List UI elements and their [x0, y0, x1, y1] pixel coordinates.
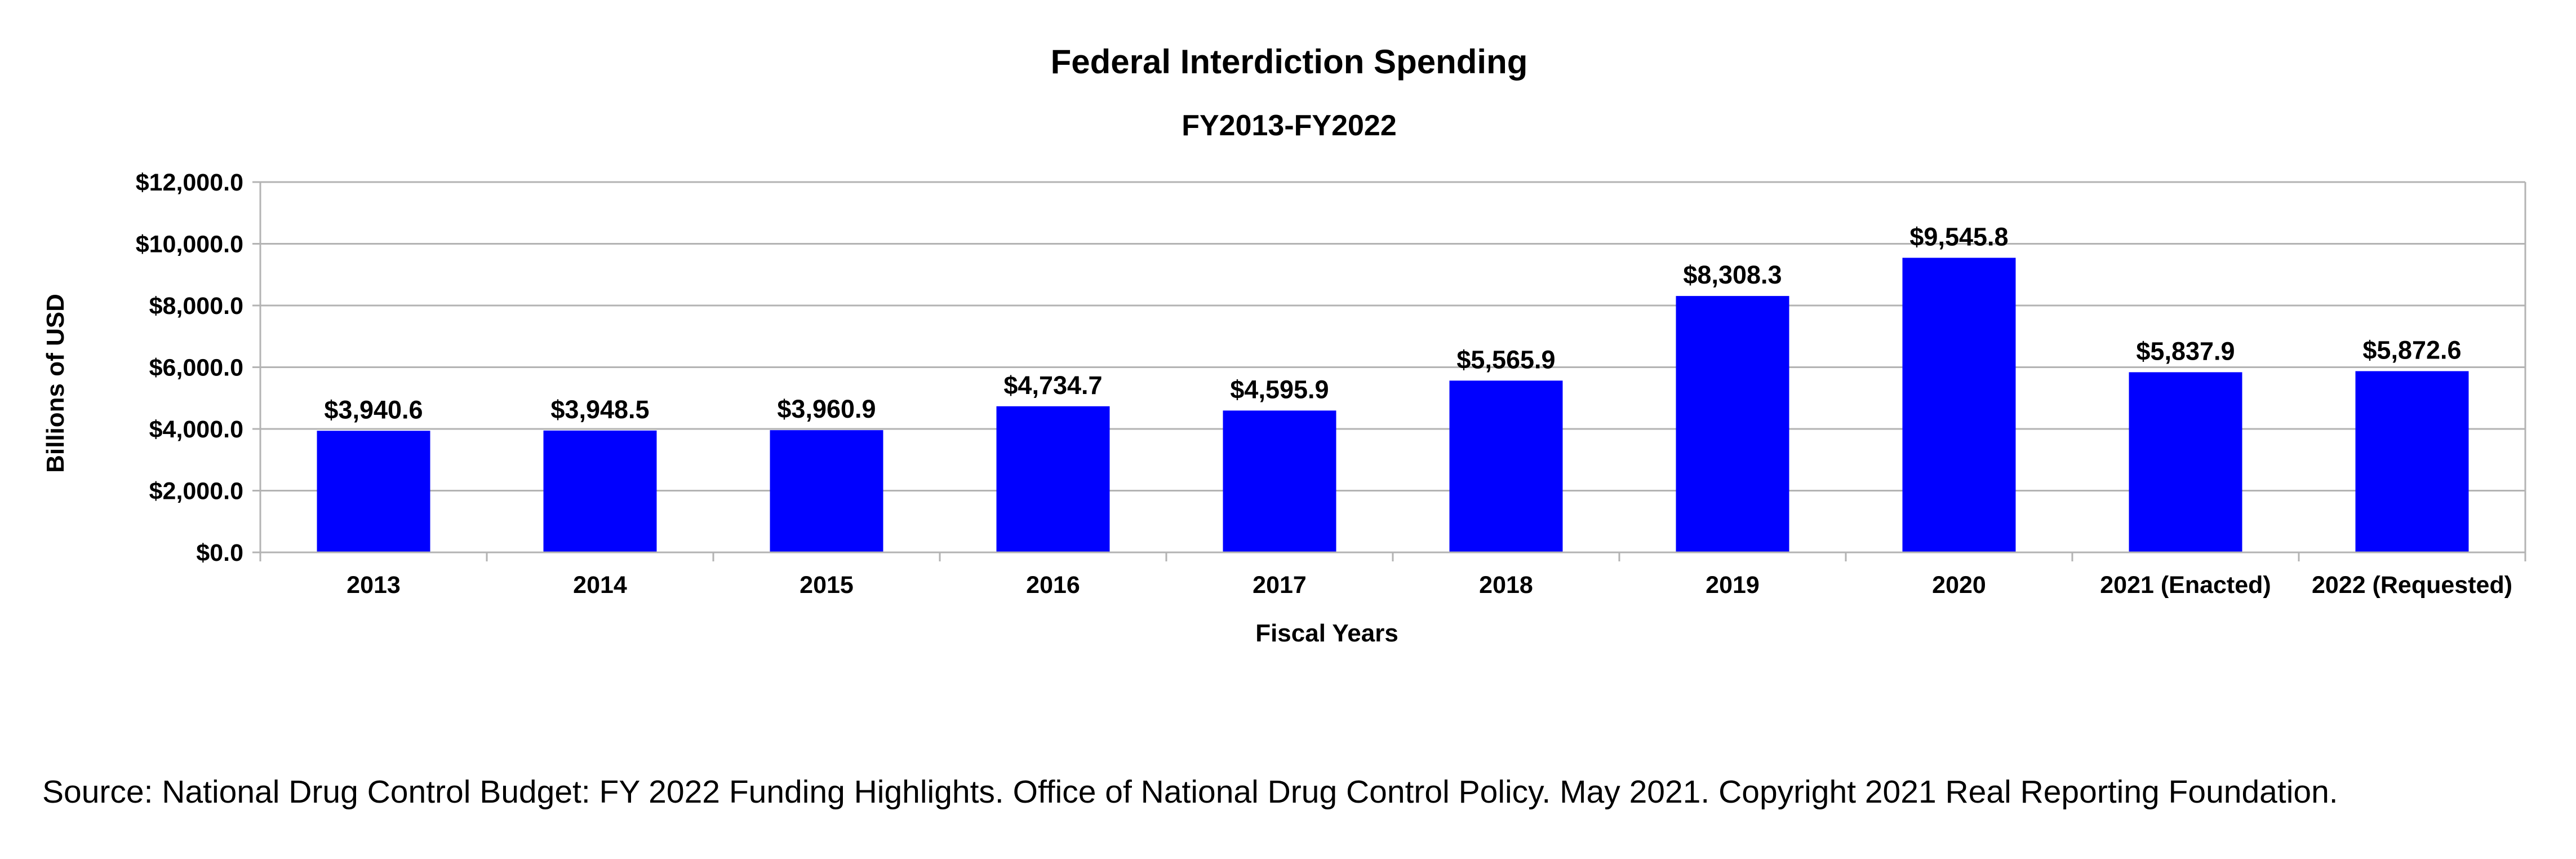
bar	[996, 406, 1110, 552]
bar	[770, 430, 883, 552]
chart-title: Federal Interdiction Spending	[1051, 43, 1528, 81]
bar	[2129, 372, 2242, 552]
y-axis-label: Billions of USD	[42, 294, 69, 473]
bars	[317, 258, 2469, 553]
y-tick-label: $0.0	[196, 539, 243, 566]
x-tick-label: 2022 (Requested)	[2312, 572, 2512, 599]
data-label: $9,545.8	[1909, 222, 2008, 251]
data-label: $5,837.9	[2136, 336, 2235, 365]
y-tick-label: $4,000.0	[149, 416, 243, 443]
source-note: Source: National Drug Control Budget: FY…	[42, 774, 2338, 810]
x-tick-label: 2015	[800, 572, 854, 599]
data-label: $3,948.5	[550, 395, 649, 424]
y-tick-label: $6,000.0	[149, 355, 243, 382]
bar	[317, 431, 430, 552]
chart-subtitle: FY2013-FY2022	[1182, 109, 1397, 142]
bar	[1902, 258, 2016, 553]
bar	[543, 430, 657, 552]
y-tick-label: $12,000.0	[136, 169, 243, 196]
x-axis-label: Fiscal Years	[1255, 619, 1398, 647]
x-tick-label: 2021 (Enacted)	[2100, 572, 2271, 599]
data-label: $3,940.6	[324, 395, 423, 424]
data-label: $8,308.3	[1683, 260, 1782, 289]
y-tick-label: $8,000.0	[149, 293, 243, 320]
data-label: $5,565.9	[1456, 345, 1555, 374]
y-tick-label: $2,000.0	[149, 478, 243, 505]
x-tick-label: 2020	[1932, 572, 1986, 599]
bar	[1449, 380, 1563, 552]
bar	[2355, 371, 2469, 552]
y-tick-label: $10,000.0	[136, 231, 243, 258]
x-tick-label: 2017	[1253, 572, 1307, 599]
x-tick-label: 2016	[1026, 572, 1080, 599]
data-label: $3,960.9	[777, 395, 876, 423]
axes	[252, 181, 2526, 561]
x-tick-label: 2019	[1706, 572, 1760, 599]
x-tick-label: 2013	[347, 572, 401, 599]
x-tick-label: 2014	[573, 572, 627, 599]
data-label: $4,734.7	[1003, 371, 1102, 400]
bar	[1223, 410, 1336, 552]
data-label: $4,595.9	[1230, 375, 1329, 404]
bar	[1676, 296, 1789, 552]
data-label: $5,872.6	[2362, 335, 2461, 364]
labels: $0.0 $2,000.0 $4,000.0 $6,000.0 $8,000.0 $10,…	[136, 169, 2512, 599]
x-tick-label: 2018	[1479, 572, 1533, 599]
